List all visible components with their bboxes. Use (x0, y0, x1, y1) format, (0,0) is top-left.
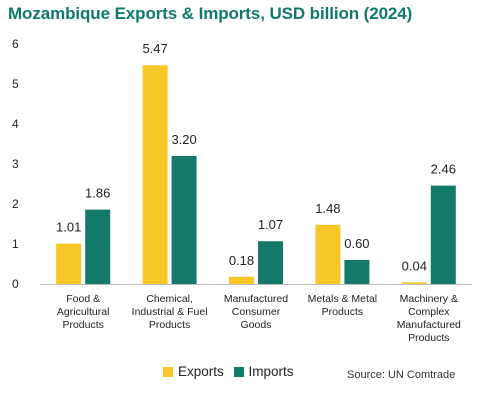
bar-imports (344, 260, 370, 284)
data-label-exports: 5.47 (142, 41, 167, 56)
x-tick-label: Chemical, Industrial & Fuel Products (132, 293, 208, 331)
bar-exports (229, 276, 254, 284)
x-tick-label-line: Manufactured (224, 293, 288, 305)
legend-label-exports: Exports (178, 364, 224, 379)
x-tick-label-line: Agricultural (57, 306, 110, 318)
data-label-exports: 1.48 (315, 201, 340, 216)
bar-exports (315, 224, 341, 284)
legend-label-imports: Imports (248, 364, 294, 379)
bar-imports (85, 209, 111, 284)
data-label-imports: 1.07 (258, 217, 283, 232)
x-tick-label: Food & Agricultural Products (57, 293, 110, 331)
bar-exports (56, 243, 82, 284)
x-tick-label: Metals & Metal Products (308, 293, 377, 318)
y-tick-label: 4 (12, 117, 19, 131)
x-tick-label: Machinery & Complex Manufactured Products (397, 293, 461, 344)
bar-exports (401, 282, 427, 284)
x-tick-label-line: Manufactured (397, 319, 461, 331)
x-tick-label-line: Products (322, 306, 363, 318)
y-tick-label: 1 (12, 237, 19, 251)
legend-swatch-imports (233, 366, 244, 377)
x-tick-label-line: Industrial & Fuel (132, 306, 208, 318)
bar-imports (171, 156, 197, 284)
x-tick-label-line: Products (408, 332, 449, 344)
data-label-exports: 0.04 (402, 258, 427, 273)
x-tick-label-line: Consumer (232, 306, 281, 318)
x-tick-label-line: Food & (66, 293, 100, 305)
x-tick-label-line: Products (62, 319, 103, 331)
bars (56, 65, 456, 284)
y-tick-label: 0 (12, 277, 19, 291)
x-tick-label-line: Chemical, (146, 293, 193, 305)
data-label-imports: 2.46 (431, 162, 456, 177)
x-tick-label-line: Goods (241, 319, 272, 331)
bar-exports (142, 65, 168, 284)
y-tick-label: 2 (12, 197, 19, 211)
data-label-imports: 0.60 (344, 236, 369, 251)
chart-title: Mozambique Exports & Imports, USD billio… (8, 4, 413, 23)
bar-imports (258, 241, 283, 284)
x-tick-label: Manufactured Consumer Goods (224, 293, 288, 331)
x-tick-label-line: Complex (408, 306, 450, 318)
legend: Exports Imports (163, 364, 300, 380)
data-label-imports: 1.86 (85, 186, 110, 201)
legend-item-exports: Exports (163, 364, 224, 379)
data-label-exports: 1.01 (56, 220, 81, 235)
legend-swatch-exports (163, 366, 173, 377)
y-axis: 0 1 2 3 4 5 6 (12, 37, 19, 291)
data-labels: 1.01 1.86 5.47 3.20 0.18 1.07 1.48 0.60 0.04 2.46 (56, 41, 456, 273)
legend-item-imports: Imports (233, 364, 294, 379)
y-tick-label: 5 (12, 77, 19, 91)
bar-chart: 0 1 2 3 4 5 6 1.01 1.86 5.47 3.20 0.18 1.07 1.48 0.60… (12, 37, 472, 344)
data-label-exports: 0.18 (229, 253, 254, 268)
x-tick-label-line: Metals & Metal (308, 293, 377, 305)
data-label-imports: 3.20 (171, 132, 196, 147)
source-note: Source: UN Comtrade (347, 369, 456, 381)
bar-imports (430, 185, 456, 284)
y-tick-label: 6 (12, 37, 19, 51)
x-tick-label-line: Machinery & (400, 293, 458, 305)
x-tick-label-line: Products (149, 319, 190, 331)
y-tick-label: 3 (12, 157, 19, 171)
